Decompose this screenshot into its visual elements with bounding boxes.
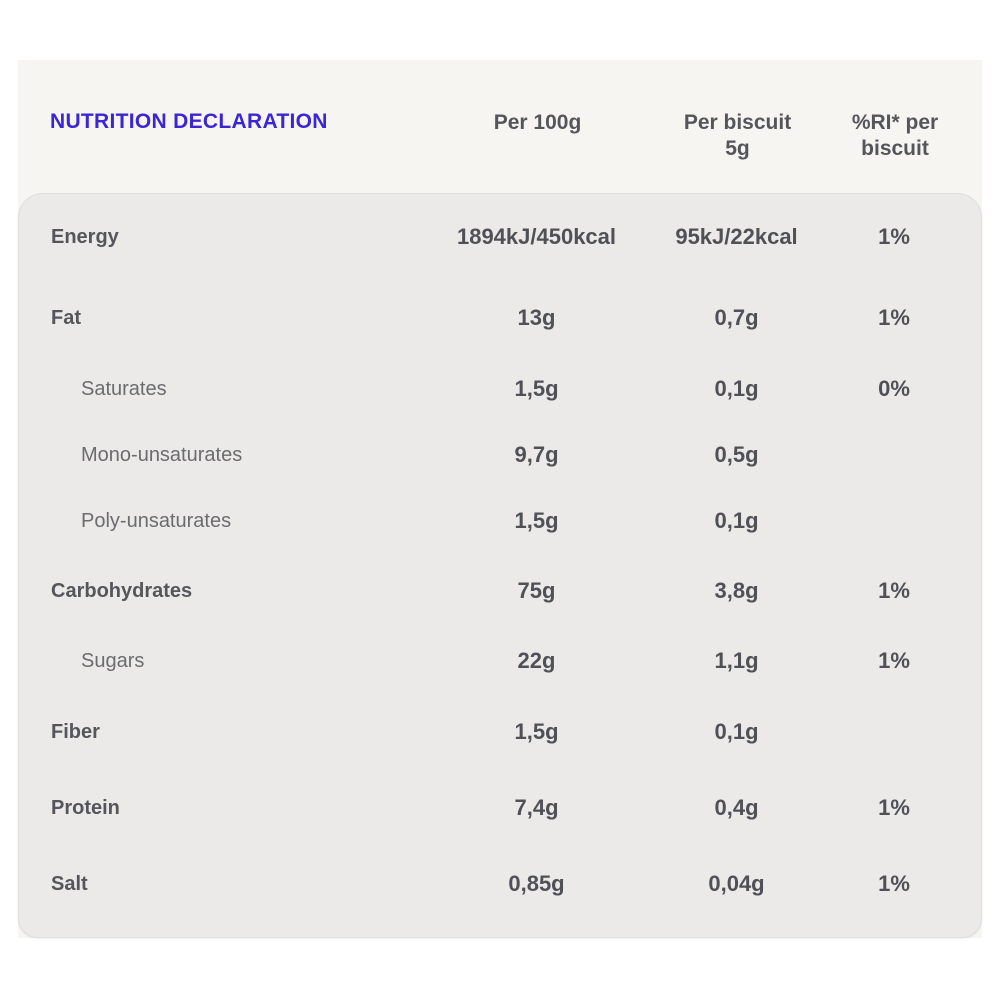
column-header-per-100g: Per 100g: [493, 111, 582, 134]
nutrient-label: Carbohydrates: [51, 579, 193, 602]
title-cell: NUTRITION DECLARATION: [18, 110, 420, 134]
nutrient-label: Fiber: [51, 720, 100, 743]
value-ri-per-biscuit: 1%: [878, 578, 910, 603]
value-per-biscuit: 3,8g: [714, 578, 759, 603]
column-header-line: biscuit: [861, 137, 929, 160]
value-per-biscuit: 0,1g: [714, 508, 759, 533]
column-header-per-biscuit: Per biscuit 5g: [655, 110, 820, 162]
value-per-biscuit: 0,7g: [714, 305, 759, 330]
table-row-poly-unsaturates: Poly-unsaturates 1,5g 0,1g: [19, 488, 981, 554]
nutrient-label: Salt: [51, 872, 88, 895]
nutrient-sublabel: Saturates: [81, 377, 167, 400]
table-row-fiber: Fiber 1,5g 0,1g: [19, 694, 981, 770]
value-per-100g: 1,5g: [514, 508, 559, 533]
nutrient-sublabel: Poly-unsaturates: [81, 509, 232, 532]
table-row-saturates: Saturates 1,5g 0,1g 0%: [19, 356, 981, 422]
value-ri-per-biscuit: 1%: [878, 224, 910, 249]
value-per-biscuit: 0,4g: [714, 795, 759, 820]
value-per-100g: 1894kJ/450kcal: [456, 224, 617, 249]
value-per-100g: 13g: [517, 305, 556, 330]
value-per-biscuit: 0,1g: [714, 719, 759, 744]
value-per-100g: 1,5g: [514, 376, 559, 401]
value-per-biscuit: 95kJ/22kcal: [675, 224, 798, 249]
value-per-100g: 1,5g: [514, 719, 559, 744]
value-per-100g: 0,85g: [508, 871, 565, 896]
value-per-100g: 9,7g: [514, 442, 559, 467]
value-ri-per-biscuit: 1%: [878, 871, 910, 896]
value-per-100g: 75g: [517, 578, 556, 603]
value-ri-per-biscuit: 1%: [878, 305, 910, 330]
table-row-salt: Salt 0,85g 0,04g 1%: [19, 846, 981, 922]
table-row-protein: Protein 7,4g 0,4g 1%: [19, 770, 981, 846]
value-ri-per-biscuit: 1%: [878, 648, 910, 673]
value-per-biscuit: 0,04g: [708, 871, 765, 896]
value-per-100g: 22g: [517, 648, 556, 673]
column-header-ri-per-biscuit: %RI* per biscuit: [820, 110, 970, 162]
table-row-fat: Fat 13g 0,7g 1%: [19, 280, 981, 356]
value-ri-per-biscuit: 1%: [878, 795, 910, 820]
value-per-biscuit: 0,5g: [714, 442, 759, 467]
table-body: Energy 1894kJ/450kcal 95kJ/22kcal 1% Fat…: [18, 193, 982, 938]
table-row-mono-unsaturates: Mono-unsaturates 9,7g 0,5g: [19, 422, 981, 488]
nutrition-card: NUTRITION DECLARATION Per 100g Per biscu…: [18, 60, 982, 938]
nutrient-sublabel: Sugars: [81, 649, 145, 672]
value-per-100g: 7,4g: [514, 795, 559, 820]
value-ri-per-biscuit: 0%: [878, 376, 910, 401]
column-header-line: Per biscuit: [683, 111, 792, 134]
value-per-biscuit: 0,1g: [714, 376, 759, 401]
nutrient-label: Fat: [51, 306, 81, 329]
column-header-line: %RI* per: [851, 111, 939, 134]
nutrient-label: Protein: [51, 796, 120, 819]
table-title: NUTRITION DECLARATION: [50, 110, 328, 133]
value-per-biscuit: 1,1g: [714, 648, 759, 673]
table-row-sugars: Sugars 22g 1,1g 1%: [19, 628, 981, 694]
table-header-row: NUTRITION DECLARATION Per 100g Per biscu…: [18, 60, 982, 193]
table-row-carbohydrates: Carbohydrates 75g 3,8g 1%: [19, 554, 981, 628]
nutrient-sublabel: Mono-unsaturates: [81, 443, 243, 466]
column-header-line: 5g: [725, 137, 750, 160]
table-row-energy: Energy 1894kJ/450kcal 95kJ/22kcal 1%: [19, 194, 981, 280]
nutrient-label: Energy: [51, 225, 119, 248]
